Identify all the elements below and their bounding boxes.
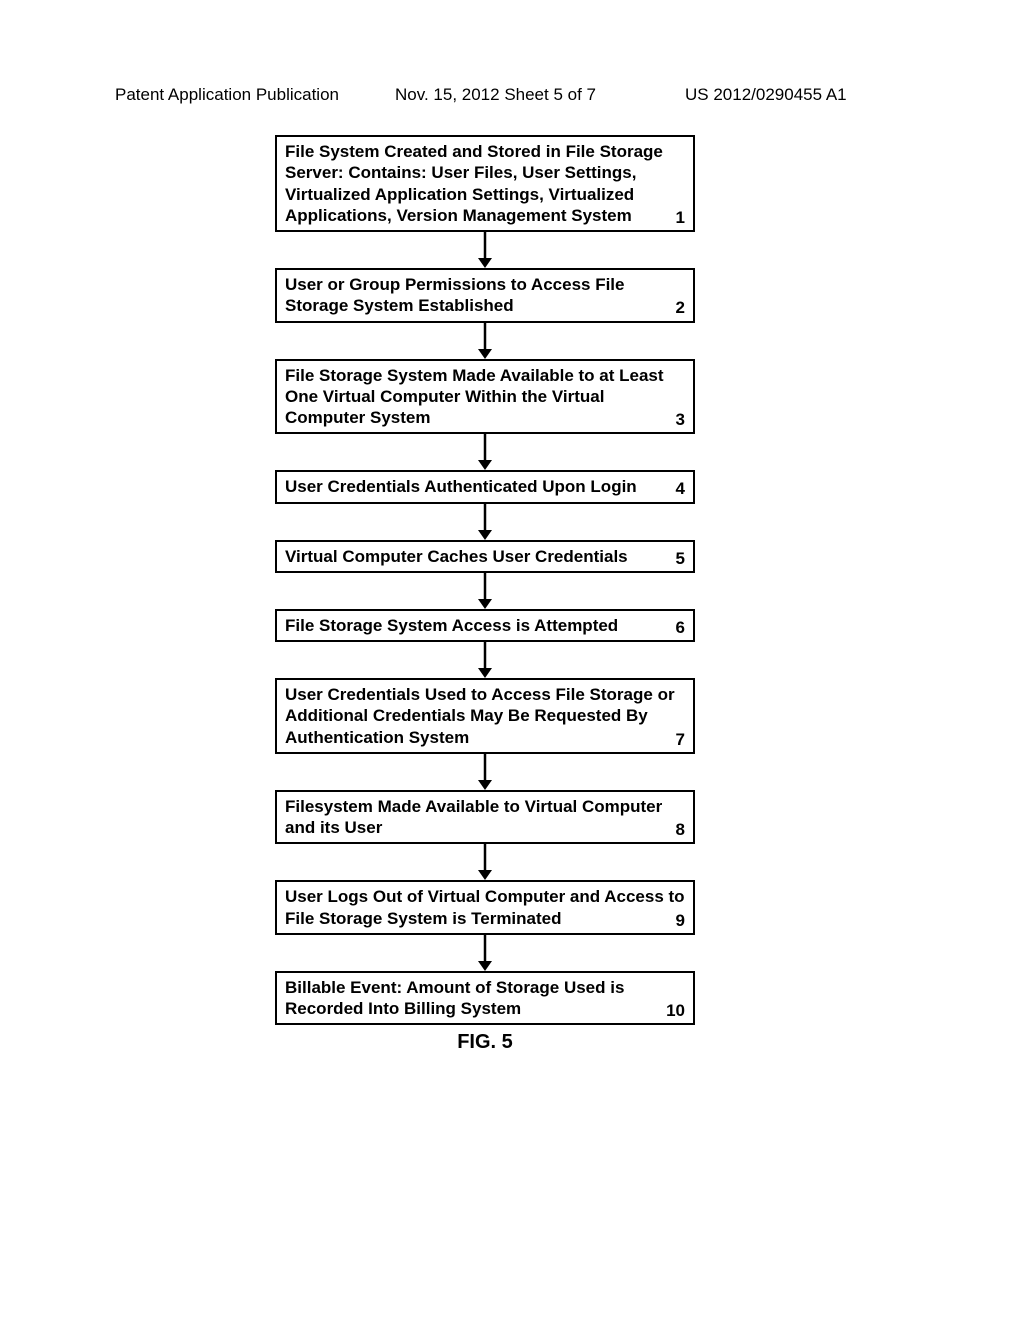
flow-arrow	[275, 844, 695, 880]
flowchart: File System Created and Stored in File S…	[275, 135, 695, 1054]
flow-step-number: 4	[676, 478, 685, 499]
flow-step: Filesystem Made Available to Virtual Com…	[275, 790, 695, 845]
header-right: US 2012/0290455 A1	[685, 85, 847, 105]
flow-step-number: 9	[676, 910, 685, 931]
flow-arrow	[275, 323, 695, 359]
flow-step-text: User Logs Out of Virtual Computer and Ac…	[285, 887, 685, 927]
flow-step-number: 1	[676, 207, 685, 228]
flow-arrow	[275, 434, 695, 470]
flow-step-text: File Storage System Made Available to at…	[285, 366, 664, 428]
flow-step-number: 5	[676, 548, 685, 569]
flow-step: User Credentials Used to Access File Sto…	[275, 678, 695, 754]
flow-arrow	[275, 935, 695, 971]
flow-step-text: User or Group Permissions to Access File…	[285, 275, 625, 315]
flow-step-text: User Credentials Used to Access File Sto…	[285, 685, 675, 747]
flow-step: Virtual Computer Caches User Credentials…	[275, 540, 695, 573]
flow-step-text: File System Created and Stored in File S…	[285, 142, 663, 225]
figure-label: FIG. 5	[275, 1031, 695, 1054]
flow-step: File Storage System Made Available to at…	[275, 359, 695, 435]
flow-arrow	[275, 754, 695, 790]
flow-step-number: 6	[676, 617, 685, 638]
flow-arrow	[275, 642, 695, 678]
flow-step-number: 8	[676, 819, 685, 840]
flow-step-text: User Credentials Authenticated Upon Logi…	[285, 477, 637, 496]
flow-step: File System Created and Stored in File S…	[275, 135, 695, 232]
flow-step-number: 10	[666, 1000, 685, 1021]
flow-arrow	[275, 504, 695, 540]
flow-step-number: 2	[676, 297, 685, 318]
flow-arrow	[275, 573, 695, 609]
flow-step-text: Billable Event: Amount of Storage Used i…	[285, 978, 624, 1018]
flow-step-number: 7	[676, 729, 685, 750]
flow-step-text: Virtual Computer Caches User Credentials	[285, 547, 628, 566]
flow-step: User or Group Permissions to Access File…	[275, 268, 695, 323]
header-left: Patent Application Publication	[115, 85, 339, 105]
flow-step: File Storage System Access is Attempted 6	[275, 609, 695, 642]
header-mid: Nov. 15, 2012 Sheet 5 of 7	[395, 85, 596, 105]
flow-step-text: Filesystem Made Available to Virtual Com…	[285, 797, 662, 837]
flow-step-text: File Storage System Access is Attempted	[285, 616, 618, 635]
flow-step: User Logs Out of Virtual Computer and Ac…	[275, 880, 695, 935]
flow-step-number: 3	[676, 409, 685, 430]
flow-step: Billable Event: Amount of Storage Used i…	[275, 971, 695, 1026]
flow-arrow	[275, 232, 695, 268]
flow-step: User Credentials Authenticated Upon Logi…	[275, 470, 695, 503]
